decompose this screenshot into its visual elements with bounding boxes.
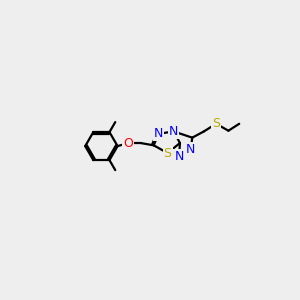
Text: S: S [164, 146, 172, 160]
Text: N: N [175, 150, 184, 163]
Text: N: N [169, 125, 178, 138]
Text: O: O [123, 136, 133, 149]
Text: N: N [186, 143, 195, 157]
Text: S: S [212, 117, 220, 130]
Text: N: N [154, 127, 163, 140]
